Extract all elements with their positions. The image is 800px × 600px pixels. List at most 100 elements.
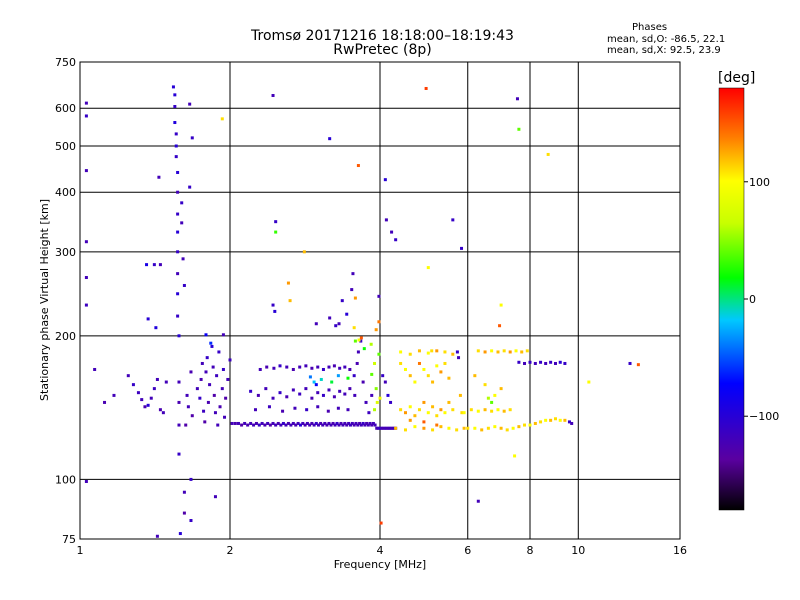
data-point — [265, 365, 269, 369]
data-point — [263, 423, 267, 427]
data-point — [356, 350, 360, 354]
data-point — [553, 361, 557, 365]
data-point — [431, 380, 435, 384]
data-point — [447, 426, 451, 430]
data-point — [154, 326, 158, 330]
data-point — [439, 370, 443, 374]
data-point — [373, 423, 377, 427]
data-point — [373, 408, 377, 412]
data-point — [209, 341, 213, 345]
data-point — [515, 97, 519, 101]
data-point — [544, 361, 548, 365]
data-point — [176, 170, 180, 174]
data-point — [182, 283, 186, 287]
chart-subtitle: RwPretec (8p) — [333, 42, 432, 58]
data-point — [143, 405, 147, 409]
data-point — [176, 250, 180, 254]
data-point — [370, 423, 374, 427]
data-point — [152, 263, 156, 267]
data-point — [389, 426, 393, 430]
data-point — [353, 393, 357, 397]
data-point — [308, 423, 312, 427]
data-point — [328, 316, 332, 320]
data-point — [267, 405, 271, 409]
data-point — [480, 428, 484, 432]
data-point — [528, 360, 532, 364]
data-point — [403, 411, 407, 415]
data-point — [177, 334, 181, 338]
data-point — [511, 426, 515, 430]
data-point — [182, 511, 186, 515]
data-point — [517, 360, 521, 364]
data-point — [281, 409, 285, 413]
data-point — [174, 144, 178, 148]
data-point — [205, 356, 209, 360]
data-point — [426, 374, 430, 378]
data-point — [352, 326, 356, 330]
data-point — [514, 349, 518, 353]
data-point — [217, 350, 221, 354]
data-point — [84, 101, 88, 105]
y-tick-label: 400 — [55, 186, 76, 199]
data-point — [230, 421, 234, 425]
data-point — [370, 372, 374, 376]
data-point — [399, 408, 403, 412]
data-point — [348, 387, 352, 391]
data-point — [499, 387, 503, 391]
data-point — [384, 218, 388, 222]
data-point — [199, 377, 203, 381]
data-point — [483, 383, 487, 387]
data-point — [298, 392, 302, 396]
data-point — [177, 452, 181, 456]
data-point — [291, 388, 295, 392]
data-point — [567, 420, 571, 424]
data-point — [455, 350, 459, 354]
data-point — [180, 221, 184, 225]
data-point — [417, 361, 421, 365]
data-point — [358, 421, 362, 425]
data-point — [408, 352, 412, 356]
data-point — [508, 350, 512, 354]
data-point — [457, 356, 461, 360]
data-point — [391, 426, 395, 430]
data-point — [158, 408, 162, 412]
y-tick-label: 750 — [55, 56, 76, 69]
data-point — [215, 374, 219, 378]
data-point — [240, 423, 244, 427]
data-point — [286, 281, 290, 285]
data-point — [190, 136, 194, 140]
data-point — [336, 406, 340, 410]
colorbar-ticks: 100 0 −100 — [744, 176, 779, 423]
data-point — [439, 425, 443, 429]
data-point — [460, 246, 464, 250]
data-point — [264, 387, 268, 391]
data-point — [333, 423, 337, 427]
data-point — [383, 380, 387, 384]
data-point — [284, 423, 288, 427]
y-tick-label: 200 — [55, 330, 76, 343]
data-point — [274, 423, 278, 427]
data-point — [447, 400, 451, 404]
y-tick-label: 300 — [55, 246, 76, 259]
data-point — [289, 423, 293, 427]
data-point — [394, 238, 398, 242]
data-point — [321, 423, 325, 427]
data-point — [112, 393, 116, 397]
data-point — [216, 423, 220, 427]
data-point — [570, 421, 574, 425]
data-point — [228, 358, 232, 362]
grid-lines — [80, 62, 680, 539]
data-point — [462, 426, 466, 430]
data-point — [271, 396, 275, 400]
data-point — [361, 380, 365, 384]
data-point — [424, 86, 428, 90]
data-point — [304, 364, 308, 368]
data-point — [271, 94, 275, 98]
data-point — [345, 312, 349, 316]
data-point — [291, 421, 295, 425]
data-point — [316, 405, 320, 409]
data-point — [335, 421, 339, 425]
data-point — [377, 294, 381, 298]
data-point — [496, 408, 500, 412]
data-point — [499, 303, 503, 307]
